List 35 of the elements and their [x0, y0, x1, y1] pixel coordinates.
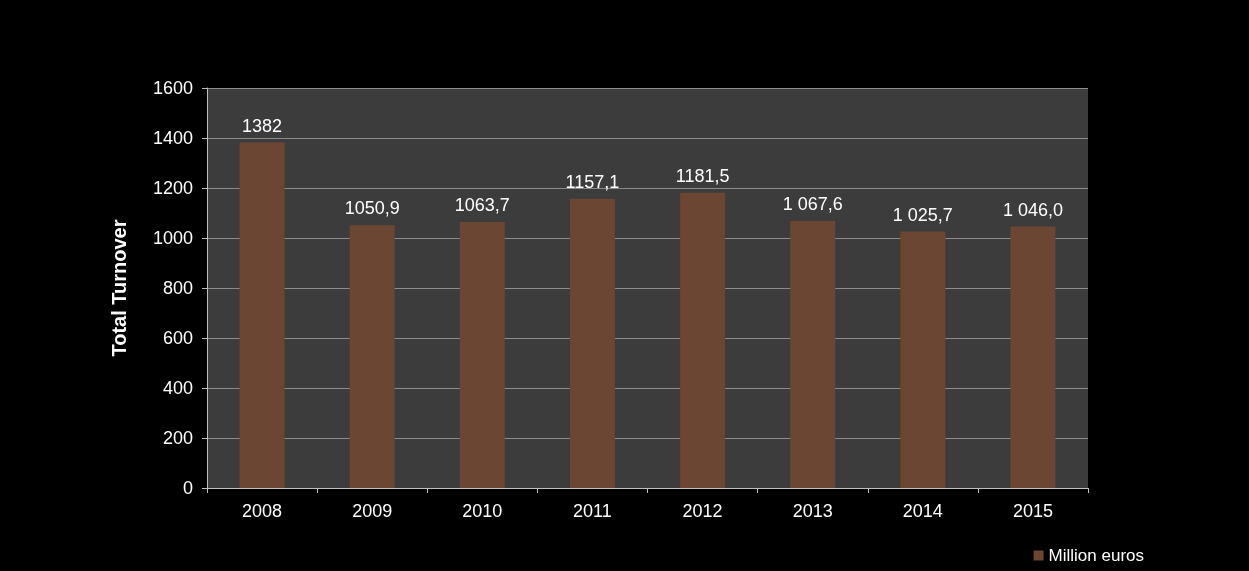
- data-label: 1050,9: [344, 198, 400, 219]
- x-tick-label: 2014: [902, 501, 943, 521]
- x-tick-label: 2010: [462, 501, 503, 521]
- data-label: 1 067,6: [782, 194, 843, 215]
- data-label: 1 025,7: [892, 204, 953, 225]
- x-tick-label: 2015: [1012, 501, 1053, 521]
- y-tick-label: 1200: [152, 178, 193, 198]
- bar: [569, 198, 615, 488]
- y-tick-label: 0: [182, 478, 193, 498]
- y-tick-label: 400: [162, 378, 193, 398]
- y-axis-title: Total Turnover: [108, 219, 130, 357]
- y-tick-label: 1400: [152, 128, 193, 148]
- y-tick-label: 1600: [152, 78, 193, 98]
- x-tick-label: 2013: [792, 501, 833, 521]
- y-tick-label: 1000: [152, 228, 193, 248]
- data-label: 1181,5: [675, 165, 730, 186]
- bar: [790, 221, 836, 488]
- y-tick-label: 200: [162, 428, 193, 448]
- data-label: 1157,1: [565, 171, 620, 192]
- bar: [1010, 226, 1056, 488]
- y-tick-label: 800: [162, 278, 193, 298]
- data-label: 1063,7: [454, 195, 510, 216]
- legend-label: Million euros: [1048, 546, 1145, 565]
- data-label: 1 046,0: [1002, 199, 1063, 220]
- x-tick-label: 2012: [682, 501, 723, 521]
- y-tick-label: 600: [162, 328, 193, 348]
- bar: [900, 231, 946, 488]
- bar: [349, 225, 395, 488]
- x-tick-label: 2009: [352, 501, 393, 521]
- bar: [239, 142, 285, 488]
- x-tick-label: 2008: [242, 501, 283, 521]
- bar: [459, 222, 505, 488]
- x-tick-label: 2011: [573, 501, 612, 521]
- bar: [680, 192, 726, 488]
- data-label: 1382: [242, 115, 283, 136]
